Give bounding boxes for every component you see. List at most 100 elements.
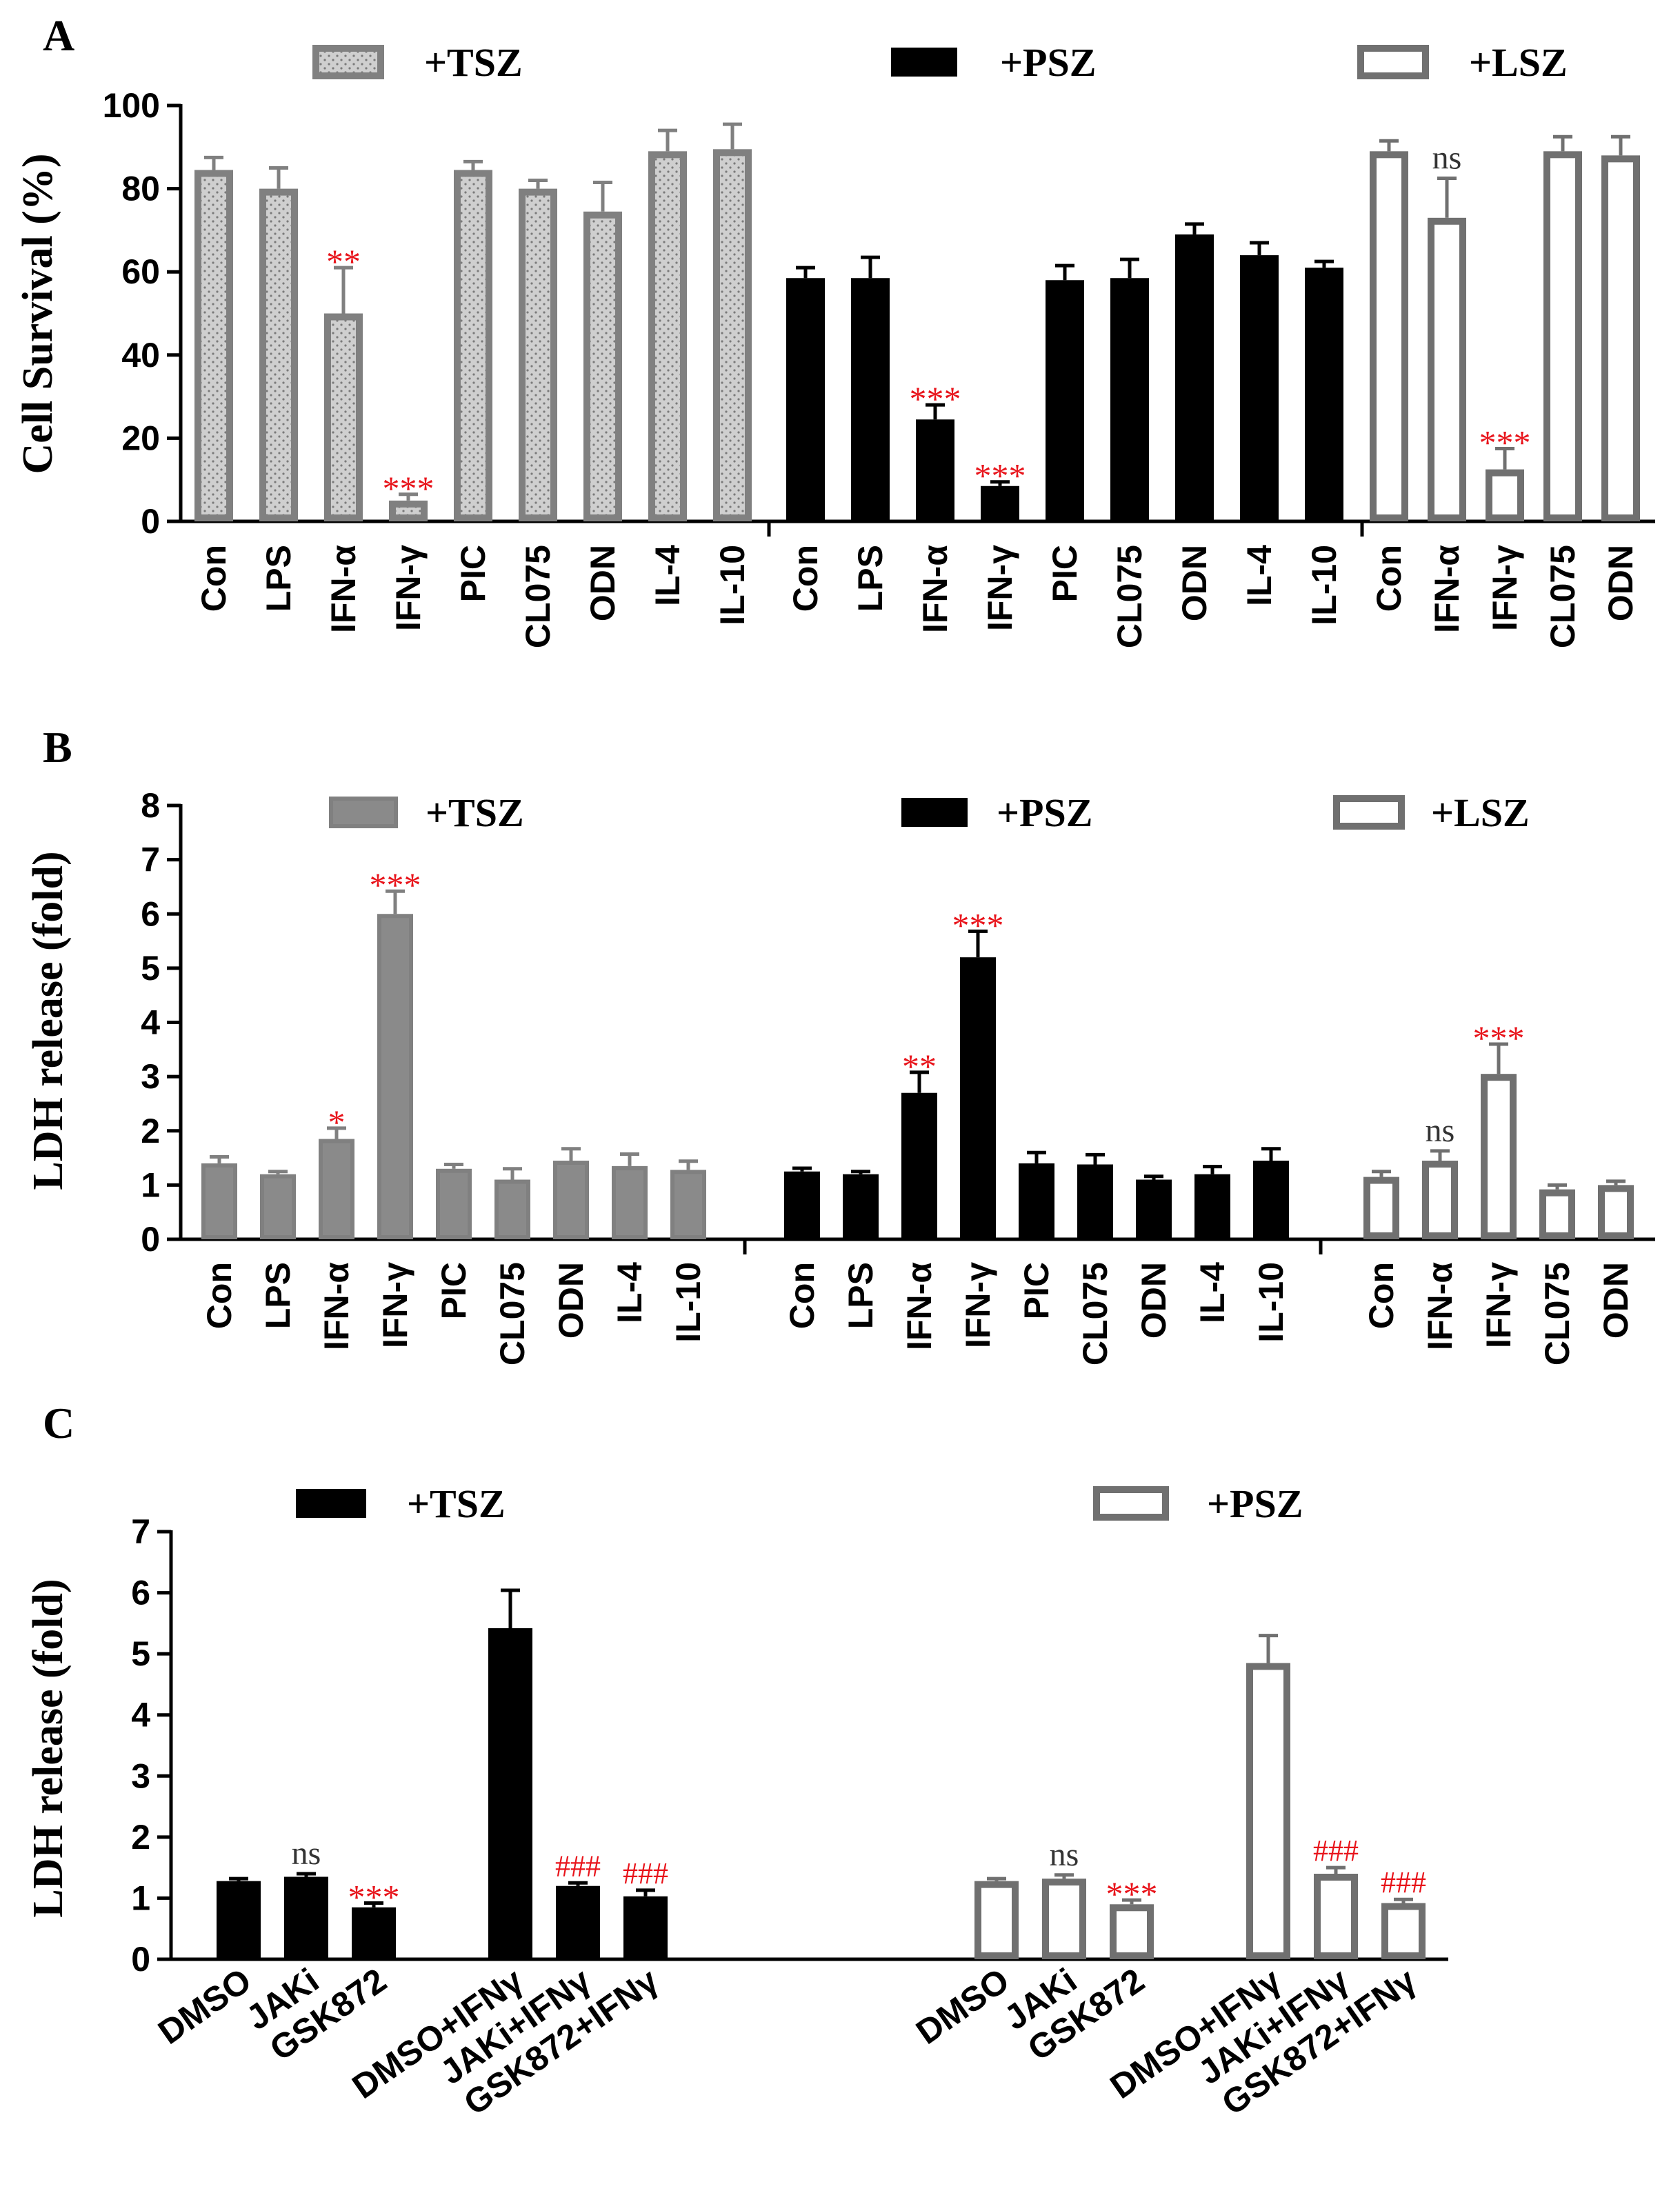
bar-tsz [284, 1876, 328, 1959]
bar-lsz [1598, 1185, 1634, 1239]
bar-tsz [519, 188, 557, 521]
category-label: LPS [851, 545, 890, 612]
category-label: IFN-γ [959, 1262, 997, 1348]
category-label: IFN-γ [1479, 1262, 1518, 1348]
significance-ns: ns [1432, 140, 1462, 177]
bar-tsz [194, 170, 233, 521]
y-tick-label: 20 [121, 419, 160, 457]
bar-psz [1077, 1164, 1113, 1240]
category-label: IL-4 [648, 545, 687, 606]
category-label: PIC [454, 545, 492, 602]
bar-tsz [217, 1881, 261, 1960]
panel-label: C [43, 1399, 74, 1448]
significance-stars: *** [1106, 1874, 1158, 1913]
y-tick-label: 3 [131, 1756, 150, 1795]
category-label: CL075 [1538, 1262, 1577, 1365]
legend-swatch-lsz [1357, 45, 1429, 79]
bar-psz [843, 1174, 879, 1240]
significance-stars: *** [910, 379, 961, 418]
category-label: LPS [259, 1262, 297, 1329]
category-label: Con [194, 545, 233, 612]
category-label: ODN [1134, 1262, 1173, 1339]
category-label: PIC [1017, 1262, 1056, 1319]
y-tick-label: 5 [131, 1634, 150, 1673]
panel-label: A [43, 11, 74, 60]
category-label: IL-10 [1252, 1262, 1290, 1343]
legend-swatch-psz [901, 798, 968, 827]
y-tick-label: 1 [141, 1165, 160, 1204]
category-label: Con [200, 1262, 239, 1329]
y-tick-label: 40 [121, 336, 160, 374]
bar-tsz [612, 1165, 648, 1239]
y-tick-label: 5 [141, 949, 160, 988]
bar-psz [1019, 1163, 1054, 1240]
y-tick-label: 6 [131, 1574, 150, 1612]
y-tick-label: 0 [131, 1940, 150, 1979]
bar-psz [974, 1881, 1019, 1960]
legend-label: +LSZ [1469, 40, 1568, 85]
significance-stars: *** [952, 905, 1004, 944]
category-label: ODN [552, 1262, 590, 1339]
category-label: IL-4 [610, 1262, 649, 1323]
bar-tsz [352, 1907, 396, 1960]
category-label: CL075 [1543, 545, 1582, 648]
legend-label: +LSZ [1431, 790, 1530, 835]
category-label: CL075 [493, 1262, 532, 1365]
category-label: IFN-α [1421, 1262, 1459, 1350]
bar-tsz [389, 500, 428, 521]
significance-hash: ### [555, 1849, 601, 1883]
category-label: IFN-α [1428, 545, 1466, 633]
bar-psz [784, 1171, 820, 1239]
bar-psz [1314, 1874, 1358, 1959]
panel-b: B 0 1 2 3 4 5 6 7 8 LDH release (fold) +TSZ +PSZ +LSZ… [25, 723, 1655, 1365]
bar-tsz [623, 1896, 668, 1960]
category-label: IFN-γ [981, 545, 1019, 631]
bar-psz [851, 278, 890, 521]
category-label: CL075 [1076, 1262, 1114, 1365]
category-label: IFN-α [317, 1262, 356, 1350]
category-label: CL075 [519, 545, 557, 648]
category-label: IFN-α [324, 545, 363, 633]
y-tick-label: 1 [131, 1879, 150, 1917]
legend-swatch-tsz [329, 797, 398, 828]
legend-swatch-psz [1093, 1486, 1169, 1521]
bar-psz [1042, 1879, 1086, 1959]
significance-stars: ** [326, 242, 361, 281]
bar-psz [1305, 268, 1343, 521]
y-tick-label: 6 [141, 894, 160, 933]
category-label: CL075 [1110, 545, 1149, 648]
legend-label: +PSZ [1207, 1481, 1303, 1526]
bar-tsz [260, 1174, 296, 1240]
bar-psz [1194, 1174, 1230, 1240]
bar-tsz [583, 211, 622, 521]
bar-tsz [713, 149, 752, 521]
y-tick-label: 7 [141, 841, 160, 879]
bar-lsz [1543, 151, 1582, 521]
legend-swatch-psz [891, 48, 957, 77]
category-label: IFN-γ [1486, 545, 1524, 631]
bar-psz [916, 419, 954, 522]
bar-tsz [670, 1170, 706, 1239]
bar-tsz [648, 151, 687, 521]
bar-lsz [1428, 217, 1466, 521]
y-tick-label: 60 [121, 252, 160, 291]
bar-tsz [259, 188, 298, 521]
category-label: Con [1362, 1262, 1401, 1329]
bar-tsz [324, 313, 363, 521]
bar-lsz [1481, 1074, 1517, 1239]
category-label: IFN-α [916, 545, 954, 633]
y-axis-title: Cell Survival (%) [14, 154, 61, 474]
bar-lsz [1601, 155, 1640, 522]
bar-psz [1046, 280, 1084, 521]
bar-tsz [201, 1163, 237, 1240]
significance-ns: ns [1050, 1836, 1079, 1873]
category-label: IFN-γ [389, 545, 428, 631]
legend-swatch-lsz [1333, 795, 1405, 830]
category-label: Con [786, 545, 825, 612]
bar-psz [1381, 1903, 1426, 1960]
legend-label: +PSZ [997, 790, 1092, 835]
category-label: Con [783, 1262, 821, 1329]
y-tick-label: 80 [121, 170, 160, 208]
bar-lsz [1486, 469, 1524, 521]
